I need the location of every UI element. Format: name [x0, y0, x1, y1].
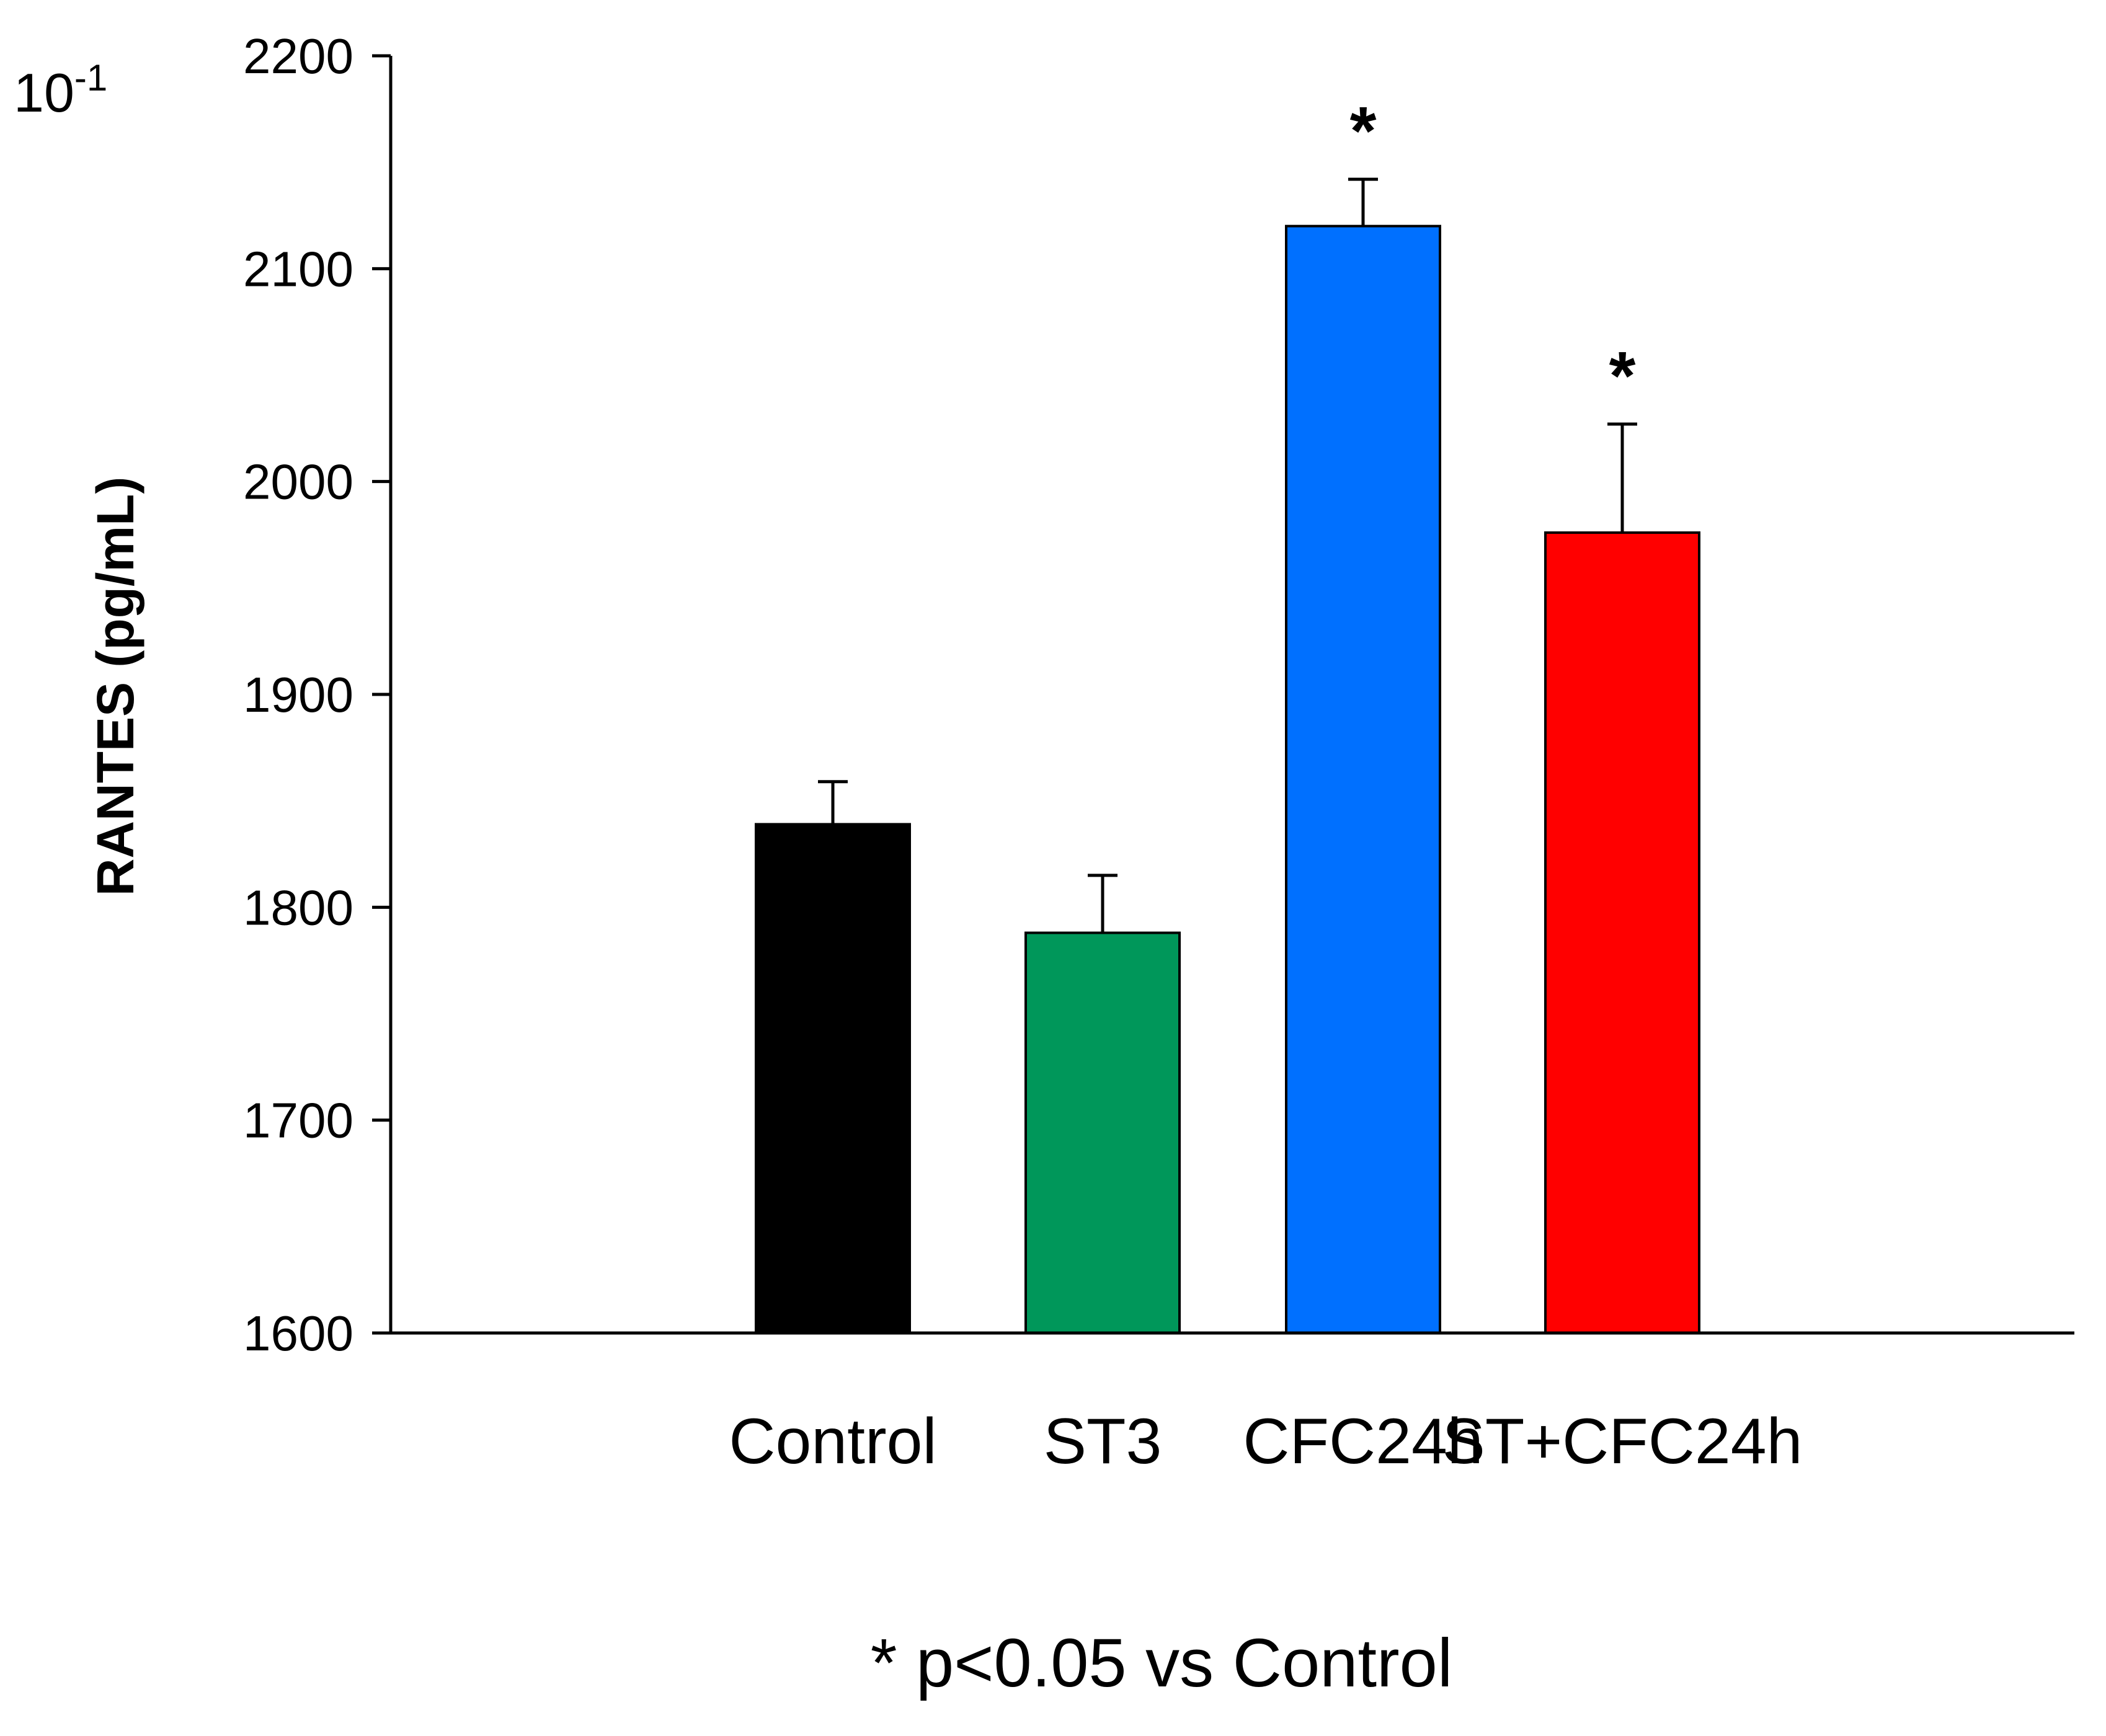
y-axis-label: RANTES (pg/mL)	[86, 477, 144, 897]
bar-st3	[1024, 931, 1181, 1334]
x-category-label: Control	[729, 1406, 936, 1477]
significance-group: **	[1350, 93, 1636, 414]
y-tick-label: 1800	[243, 880, 353, 935]
y-tick-label: 2000	[243, 454, 353, 510]
significance-star: *	[1350, 93, 1377, 169]
scale-label: 10-1	[14, 57, 107, 123]
bar-st-cfc24h	[1544, 531, 1700, 1334]
y-tick-label: 1900	[243, 667, 353, 722]
significance-star: *	[1609, 338, 1636, 414]
y-axis: 1600 1700 1800 1900 2000 2100 2200	[243, 29, 391, 1361]
bar-cfc24h	[1285, 224, 1441, 1335]
footnote: * p<0.05 vs Control	[871, 1625, 1453, 1701]
y-tick-label: 2100	[243, 241, 353, 296]
scale-base: 10	[14, 62, 74, 123]
bars-group	[755, 224, 1700, 1335]
x-category-label: ST3	[1044, 1406, 1162, 1477]
scale-exponent: -1	[74, 57, 107, 99]
svg-text:10-1: 10-1	[14, 57, 107, 123]
bar-control	[755, 823, 911, 1334]
y-tick-label: 1700	[243, 1093, 353, 1148]
error-bars-group	[818, 177, 1637, 933]
y-tick-label: 2200	[243, 29, 353, 84]
x-category-label: CFC24h	[1243, 1406, 1483, 1477]
x-category-label: ST+CFC24h	[1442, 1406, 1803, 1477]
y-tick-label: 1600	[243, 1306, 353, 1361]
